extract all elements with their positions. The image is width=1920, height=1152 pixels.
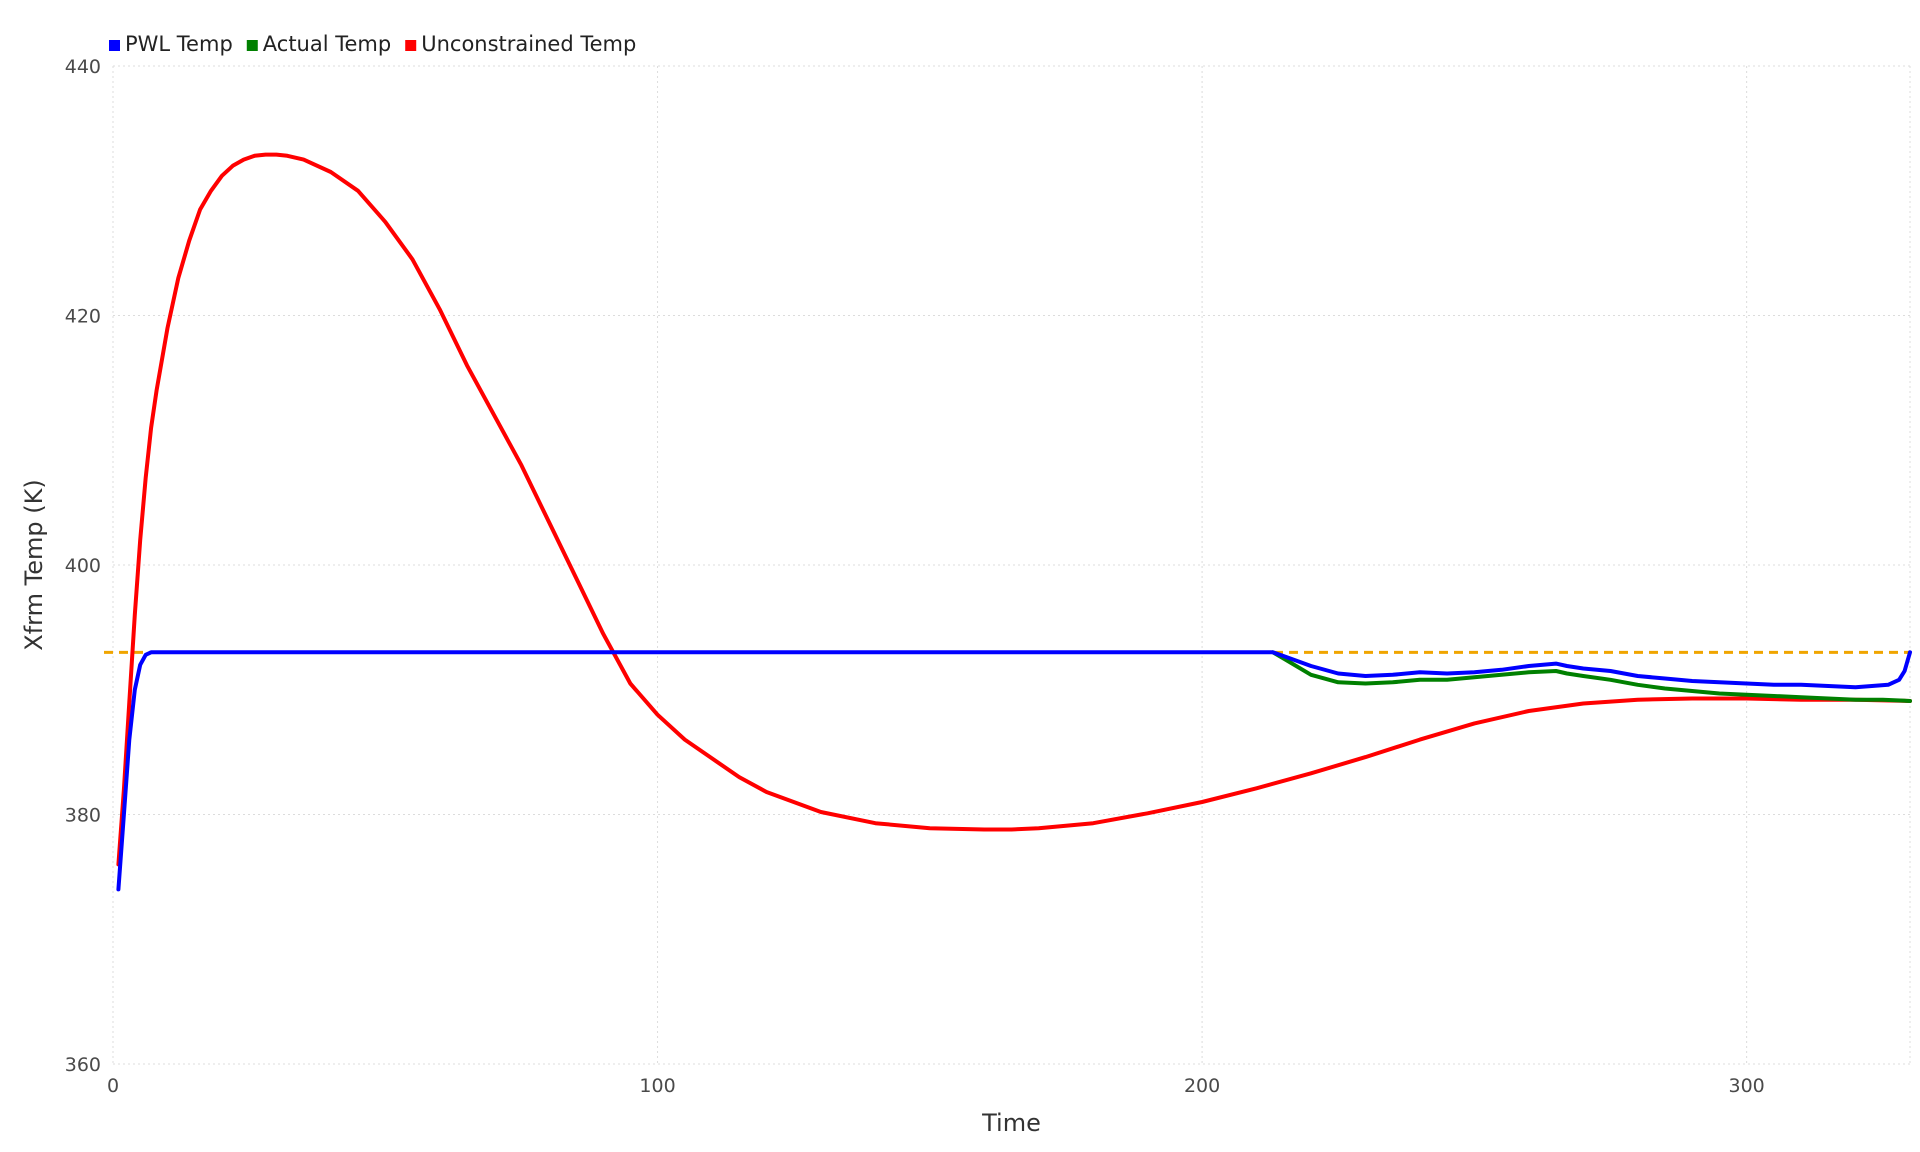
axes: 0 100 200 300 360 380 400 420 440 xyxy=(65,56,1765,1097)
grid-lines xyxy=(112,65,1911,1065)
series-line-pwl-temp xyxy=(116,650,1912,892)
y-tick-label: 360 xyxy=(65,1054,101,1076)
y-tick-label: 420 xyxy=(65,306,101,328)
series-lines xyxy=(116,152,1912,892)
series-line-unconstrained-temp xyxy=(116,152,1912,867)
legend: PWL Temp Actual Temp Unconstrained Temp xyxy=(109,32,636,56)
x-axis-title: Time xyxy=(981,1109,1041,1137)
y-tick-label: 380 xyxy=(65,805,101,827)
legend-label: Actual Temp xyxy=(263,32,391,56)
y-tick-label: 440 xyxy=(65,56,101,78)
legend-label: Unconstrained Temp xyxy=(421,32,636,56)
series-line-actual-temp xyxy=(1270,650,1912,703)
legend-swatch xyxy=(246,40,258,51)
x-tick-label: 300 xyxy=(1729,1075,1765,1097)
x-tick-label: 0 xyxy=(107,1075,119,1097)
x-tick-label: 200 xyxy=(1184,1075,1220,1097)
y-tick-label: 400 xyxy=(65,555,101,577)
legend-swatch xyxy=(109,40,120,51)
legend-label: PWL Temp xyxy=(125,32,233,56)
x-tick-label: 100 xyxy=(639,1075,675,1097)
y-axis-title: Xfrm Temp (K) xyxy=(20,479,48,650)
legend-swatch xyxy=(405,40,417,51)
